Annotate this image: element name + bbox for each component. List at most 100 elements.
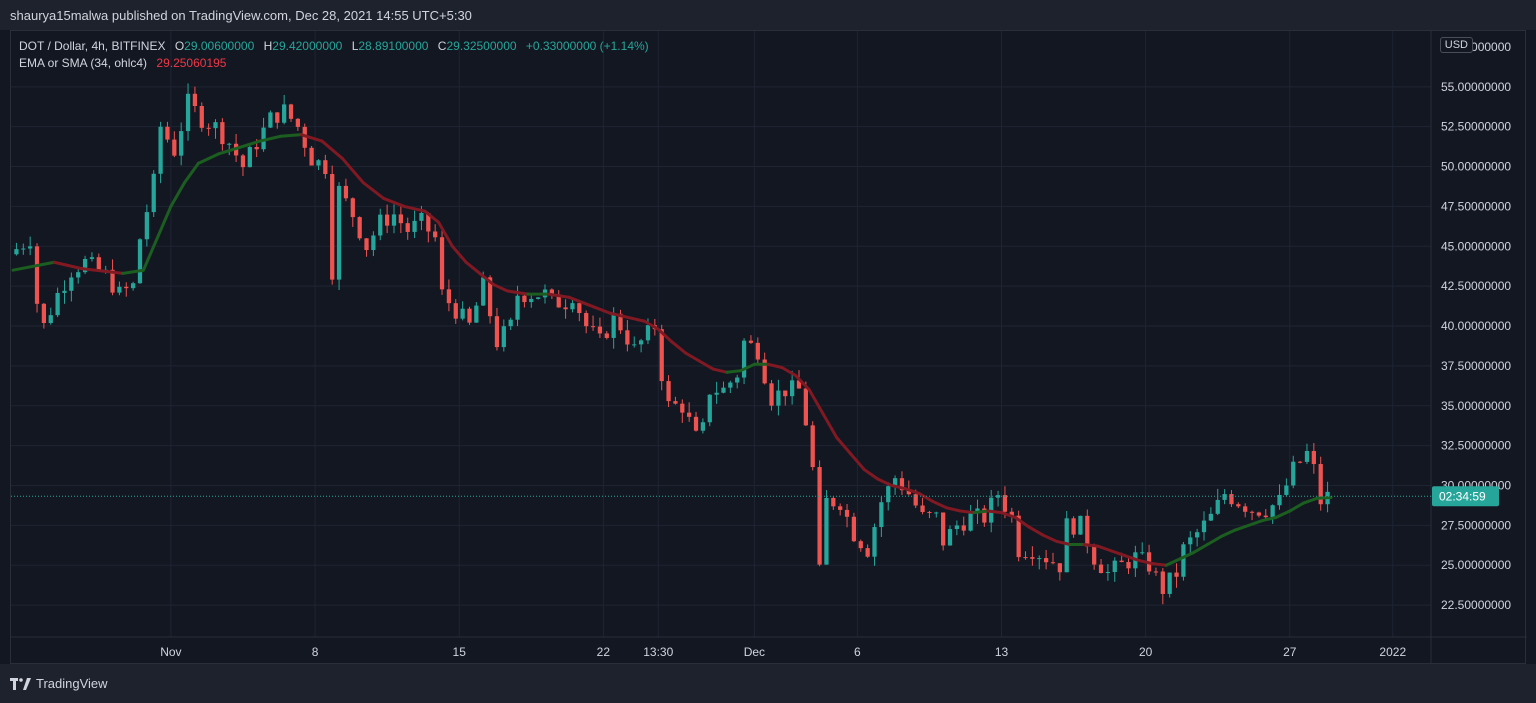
candle-down [597, 326, 603, 334]
candle-down [604, 333, 609, 338]
candle-down [762, 359, 767, 384]
candle-down [110, 269, 115, 293]
candle-up [1304, 450, 1310, 462]
tradingview-logo[interactable]: TradingView [10, 676, 108, 691]
ema-line-segment [1302, 496, 1319, 505]
candle-up [1188, 537, 1193, 545]
candle-up [62, 290, 67, 293]
candle-down [590, 326, 596, 328]
time-axis-label: Dec [744, 645, 765, 659]
candle-up [570, 303, 575, 310]
candle-down [487, 277, 493, 317]
candle-up [536, 297, 541, 299]
time-axis-label: 22 [597, 645, 611, 659]
candle-down [1057, 563, 1062, 573]
candle-down [941, 512, 946, 546]
candle-down [982, 508, 987, 523]
candle-up [48, 315, 53, 324]
candle-up [144, 212, 149, 240]
candle-down [1085, 515, 1090, 547]
candle-down [1050, 562, 1056, 564]
candle-down [453, 303, 458, 319]
candle-up [638, 340, 644, 345]
candle-up [515, 295, 520, 320]
candle-down [1263, 515, 1268, 518]
current-price-tag[interactable] [1432, 486, 1499, 507]
candle-up [14, 249, 19, 255]
candle-down [199, 106, 204, 128]
candle-up [28, 246, 33, 249]
ema-line-segment [862, 468, 880, 481]
ema-line-segment [958, 509, 976, 515]
ema-line-segment [505, 289, 530, 296]
candle-down [302, 126, 307, 148]
indicator-label[interactable]: EMA or SMA (34, ohlc4) [19, 56, 148, 70]
price-chart[interactable]: 22.50000000 25.00000000 27.50000000 30.0000… [10, 30, 1527, 665]
ema-line-segment [464, 260, 482, 275]
candle-down [563, 307, 568, 310]
candle-down [1098, 564, 1104, 574]
candle-down [1256, 512, 1262, 516]
ema-line-segment [608, 311, 633, 320]
time-axis-label: 15 [453, 645, 467, 659]
candle-up [1208, 513, 1213, 521]
low-label: L [351, 39, 359, 53]
candle-down [330, 174, 335, 280]
candle-down [295, 118, 301, 127]
ema-line-segment [1274, 509, 1292, 519]
candle-up [721, 387, 726, 393]
ema-line-segment [1288, 501, 1306, 513]
ema-line-segment [903, 487, 921, 495]
ema-line-segment [945, 506, 962, 513]
time-axis-label: 27 [1283, 645, 1297, 659]
candle-up [968, 513, 973, 531]
candle-down [556, 294, 561, 308]
ema-line-segment [807, 388, 825, 416]
ema-line-segment [217, 145, 242, 156]
ema-line-segment [1013, 515, 1031, 529]
price-axis-label: 35.00000000 [1441, 399, 1511, 413]
price-axis-label: 42.50000000 [1441, 279, 1511, 293]
candle-down [693, 416, 699, 431]
chart-canvas[interactable]: 22.5000000025.0000000027.5000000030.0000… [11, 31, 1527, 665]
candle-up [1270, 505, 1275, 518]
candle-up [261, 127, 266, 150]
candle-down [865, 548, 870, 557]
candle-up [1064, 518, 1069, 573]
price-axis-label: 45.00000000 [1441, 239, 1511, 253]
price-axis-label: 40.00000000 [1441, 319, 1511, 333]
candle-up [1215, 499, 1220, 514]
candle-up [728, 382, 733, 388]
ema-line-segment [794, 373, 811, 392]
candle-up [117, 286, 122, 293]
candle-down [494, 316, 500, 348]
candle-down [426, 212, 431, 232]
ema-line-segment [1096, 544, 1113, 553]
candle-down [124, 286, 129, 289]
candle-down [240, 155, 246, 168]
candle-up [790, 380, 795, 397]
candle-down [1318, 464, 1323, 505]
candle-up [21, 248, 26, 250]
candle-down [350, 198, 355, 218]
candle-down [433, 231, 438, 238]
candle-down [577, 303, 582, 314]
candle-down [838, 506, 843, 510]
ema-line-segment [141, 236, 159, 272]
candle-down [858, 541, 863, 549]
candle-up [1140, 552, 1145, 554]
symbol-title[interactable]: DOT / Dollar, 4h, BITFINEX [19, 39, 166, 53]
ema-line-segment [238, 139, 262, 149]
candle-down [1071, 518, 1076, 535]
candle-down [41, 303, 47, 324]
ema-line-segment [697, 359, 715, 371]
candle-down [549, 289, 554, 295]
ema-line-segment [1123, 554, 1141, 562]
candle-up [1195, 532, 1200, 538]
currency-badge[interactable]: USD [1439, 37, 1473, 53]
candle-down [165, 126, 170, 140]
ema-line-segment [670, 340, 688, 355]
time-axis-label: 20 [1139, 645, 1153, 659]
candle-up [419, 212, 424, 221]
price-axis-label: 32.50000000 [1441, 439, 1511, 453]
